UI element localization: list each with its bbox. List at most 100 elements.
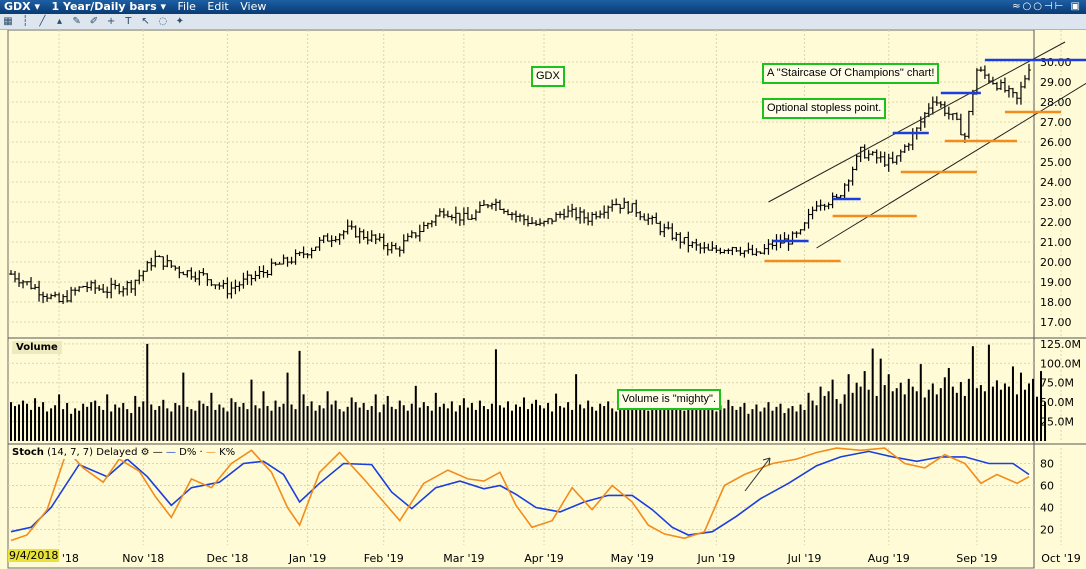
symbol-dropdown[interactable]: GDX ▾ [4,0,40,13]
volume-bar [110,411,113,441]
volume-bar [318,405,321,441]
volume-bar [342,411,345,441]
volume-bar [438,406,441,441]
month-tick-label: Sep '19 [956,552,997,565]
channel-upper-line [768,41,1066,203]
volume-bar [599,403,602,441]
volume-bar [743,402,746,441]
volume-bar [66,402,69,441]
volume-tick-label: 125.0M [1040,338,1081,351]
volume-bar [967,378,970,441]
volume-bar [951,386,954,441]
volume-bar [747,413,750,441]
pen-icon[interactable]: ✎ [72,16,81,27]
volume-bar [727,399,730,441]
arrow-icon[interactable]: ↖ [141,16,150,27]
chart-canvas[interactable]: 17.00 18.00 19.00 20.00 21.00 22.00 23.00 24.00… [0,30,1086,569]
volume-bar [863,371,866,441]
volume-bar [138,406,141,441]
volume-bar [74,408,77,441]
volume-bar [162,399,165,441]
volume-bar [310,401,313,441]
volume-bar [114,404,117,441]
price-tick-label: 30.00 [1040,56,1072,69]
crosshair-icon[interactable]: + [106,16,116,27]
menu-edit[interactable]: Edit [207,0,229,13]
volume-bar [995,380,998,441]
volume-bar [675,401,678,441]
volume-bar [751,409,754,441]
volume-bar [1003,383,1006,441]
volume-bar [543,408,546,441]
volume-bar [851,392,854,441]
text-icon[interactable]: T [125,16,132,27]
volume-bar [94,400,97,441]
volume-bar [30,409,33,441]
settings-icon[interactable]: ⚙ [140,447,150,458]
volume-bar [823,395,826,441]
volume-bar [486,409,489,441]
volume-bar [414,385,417,441]
volume-bar [755,404,758,441]
volume-tick-label: 75.0M [1040,377,1074,390]
gdx-annotation: GDX [531,66,565,87]
volume-bar [795,411,798,441]
volume-bar [478,400,481,441]
volume-bar [943,377,946,441]
volume-bar [1023,389,1026,441]
volume-bar [715,411,718,441]
volume-bar [402,405,405,441]
price-tick-label: 24.00 [1040,176,1072,189]
volume-bar [266,406,269,441]
mountain-icon[interactable]: ▴ [57,16,63,27]
magic-icon[interactable]: ✦ [175,16,185,27]
volume-bar [903,394,906,441]
volume-bar [891,391,894,441]
volume-bar [931,383,934,441]
volume-bar [535,399,538,441]
volume-bar [150,404,153,441]
volume-bar [871,348,874,441]
volume-bar [927,389,930,441]
window-controls[interactable]: ≈○○⊣⊢ ▣ [1012,1,1082,12]
month-tick-label: Jun '19 [697,552,736,565]
grid-icon[interactable]: ▦ [3,16,13,27]
volume-bar [386,395,389,441]
line-chart-icon[interactable]: ╱ [39,16,46,27]
volume-bar [490,403,493,441]
brush-icon[interactable]: ✐ [89,16,99,27]
volume-bar [623,407,626,441]
volume-bar [539,405,542,441]
volume-bar [166,408,169,441]
volume-bar [563,407,566,441]
volume-bar [246,409,249,441]
period-dropdown[interactable]: 1 Year/Daily bars ▾ [51,0,167,13]
volume-bar [619,398,622,441]
month-tick-label: May '19 [611,552,654,565]
bar-chart-icon[interactable]: ┆ [22,16,29,27]
volume-bar [779,403,782,441]
menu-file[interactable]: File [177,0,196,13]
volume-bar [875,395,878,441]
volume-bar [354,402,357,441]
volume-bar [799,404,802,441]
volume-bar [18,404,21,441]
volume-bar [86,406,89,441]
volume-bar [1015,394,1018,441]
menu-view[interactable]: View [240,0,267,13]
volume-bar [711,402,714,441]
volume-bar [142,401,145,441]
volume-bar [186,406,189,441]
volume-bar [42,402,45,441]
volume-bar [270,410,273,441]
volume-bar [510,410,513,441]
volume-bar [763,407,766,441]
volume-bar [206,406,209,441]
volume-bar [398,400,401,441]
volume-bar [10,402,12,441]
lasso-icon[interactable]: ◌ [158,16,168,27]
volume-bar [1011,366,1014,441]
stoch-tick-label: 40 [1040,502,1054,515]
volume-bar [426,406,429,441]
volume-bar [338,409,341,441]
